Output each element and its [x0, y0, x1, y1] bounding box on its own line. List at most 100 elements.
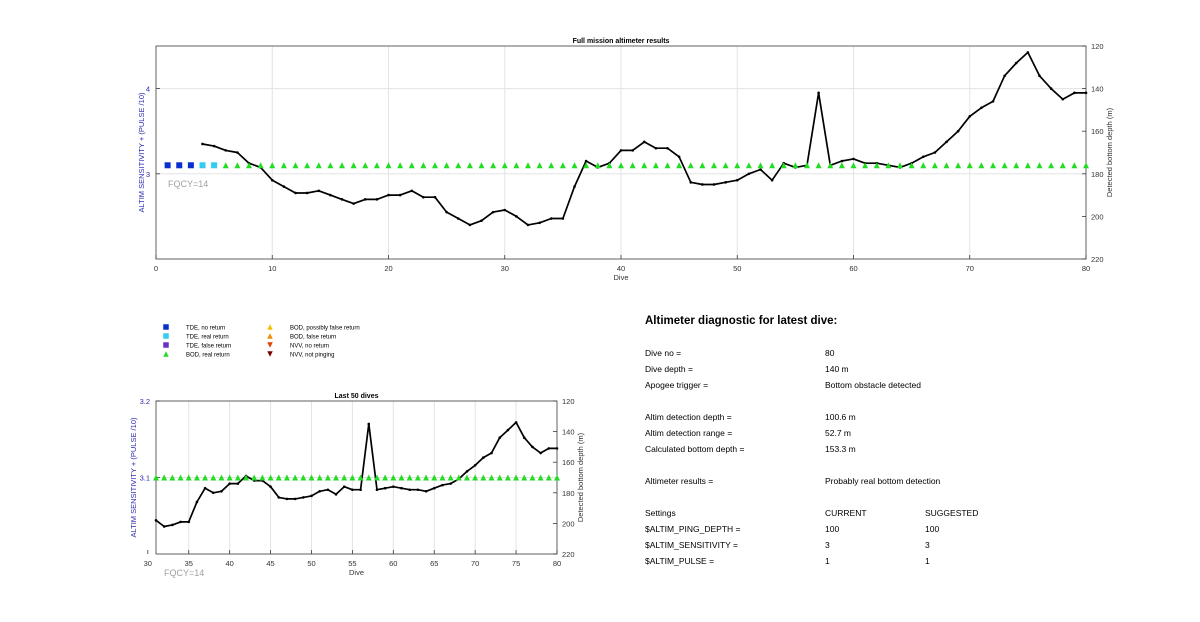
altimeter-marker: [1083, 162, 1089, 169]
altimeter-marker: [885, 162, 892, 169]
depth-point: [770, 178, 774, 182]
altimeter-marker: [780, 162, 787, 169]
altimeter-marker: [275, 474, 282, 481]
altimeter-marker: [490, 162, 497, 169]
y-right-tick-label: 120: [562, 397, 575, 406]
depth-point: [277, 496, 281, 499]
depth-point: [236, 151, 239, 154]
x-tick-label: 60: [389, 559, 397, 568]
altimeter-marker: [966, 162, 973, 169]
altimeter-marker: [496, 474, 503, 481]
altimeter-marker: [169, 474, 176, 481]
altimeter-marker: [373, 162, 380, 169]
altimeter-marker: [769, 162, 776, 169]
diag-label: Dive no =: [645, 348, 682, 358]
altimeter-marker: [350, 162, 357, 169]
altimeter-marker: [1001, 162, 1008, 169]
diag-value: Bottom obstacle detected: [825, 380, 921, 390]
depth-point: [1061, 97, 1065, 101]
depth-point: [666, 146, 669, 150]
legend-label: BOD, possibly false return: [290, 326, 360, 332]
altimeter-marker: [259, 474, 266, 481]
altimeter-marker: [472, 474, 479, 481]
altimeter-marker: [423, 474, 430, 481]
altimeter-marker: [187, 162, 194, 169]
altimeter-marker: [699, 162, 706, 169]
altimeter-marker: [687, 162, 694, 169]
altimeter-marker: [246, 162, 252, 169]
depth-point: [424, 489, 428, 493]
x-tick-label: 20: [384, 264, 392, 273]
altimeter-marker: [443, 162, 450, 169]
altimeter-marker: [850, 162, 857, 169]
x-tick-label: 0: [154, 264, 158, 273]
depth-point: [340, 198, 344, 201]
x-tick-label: 50: [733, 264, 741, 273]
depth-point: [921, 155, 925, 159]
depth-point: [631, 149, 634, 152]
depth-point: [270, 178, 274, 182]
altimeter-marker: [300, 474, 307, 481]
depth-point: [747, 172, 751, 176]
altimeter-marker: [185, 474, 192, 481]
depth-point: [224, 149, 228, 152]
depth-point: [1049, 87, 1053, 90]
depth-point: [980, 106, 983, 110]
legend-symbol: [267, 324, 273, 330]
depth-point: [968, 114, 972, 118]
altimeter-marker: [804, 162, 810, 169]
altimeter-marker: [545, 474, 552, 481]
altimeter-marker: [1059, 162, 1066, 169]
altimeter-marker: [243, 474, 250, 481]
altimeter-marker: [480, 474, 487, 481]
altimeter-marker: [513, 474, 520, 481]
depth-point: [468, 223, 472, 227]
altimeter-marker: [641, 162, 648, 169]
depth-point: [526, 223, 530, 227]
depth-point: [162, 525, 166, 528]
depth-point: [677, 155, 681, 159]
setting-name: $ALTIM_SENSITIVITY =: [645, 540, 738, 550]
x-tick-label: 75: [512, 559, 520, 568]
legend-symbol: [163, 333, 169, 339]
altimeter-marker: [652, 162, 659, 169]
altimeter-marker: [218, 474, 225, 481]
diag-value: 100.6 m: [825, 412, 856, 422]
setting-suggested: 100: [925, 524, 940, 534]
altimeter-marker: [943, 162, 950, 169]
altimeter-marker: [676, 162, 683, 169]
depth-point: [735, 178, 739, 182]
x-axis-label: Dive: [349, 568, 364, 577]
depth-point: [416, 488, 420, 492]
depth-point: [945, 140, 948, 144]
y-right-axis-label: Detected bottom depth (m): [1105, 107, 1114, 197]
depth-point: [387, 193, 390, 197]
depth-point: [465, 470, 469, 473]
setting-name: $ALTIM_PING_DEPTH =: [645, 524, 741, 534]
altimeter-marker: [478, 162, 485, 169]
depth-point: [491, 210, 495, 214]
depth-point: [398, 193, 402, 197]
altimeter-marker: [193, 474, 200, 481]
depth-point: [294, 191, 297, 195]
altimeter-marker: [548, 162, 555, 169]
x-tick-label: 65: [430, 559, 438, 568]
altimeter-marker: [234, 474, 241, 481]
depth-point: [473, 463, 477, 467]
legend-label: TDE, no return: [186, 326, 225, 332]
altimeter-marker: [327, 162, 334, 169]
depth-point: [584, 159, 588, 163]
altimeter-marker: [176, 162, 183, 169]
altimeter-marker: [827, 162, 834, 169]
depth-point: [236, 482, 240, 485]
altimeter-marker: [920, 162, 927, 169]
depth-point: [549, 217, 553, 220]
x-tick-label: 30: [501, 264, 509, 273]
depth-point: [449, 482, 452, 485]
depth-point: [211, 491, 215, 495]
depth-point: [506, 428, 510, 432]
altimeter-marker: [862, 162, 869, 169]
setting-current: 1: [825, 556, 830, 566]
depth-point: [1084, 91, 1088, 95]
